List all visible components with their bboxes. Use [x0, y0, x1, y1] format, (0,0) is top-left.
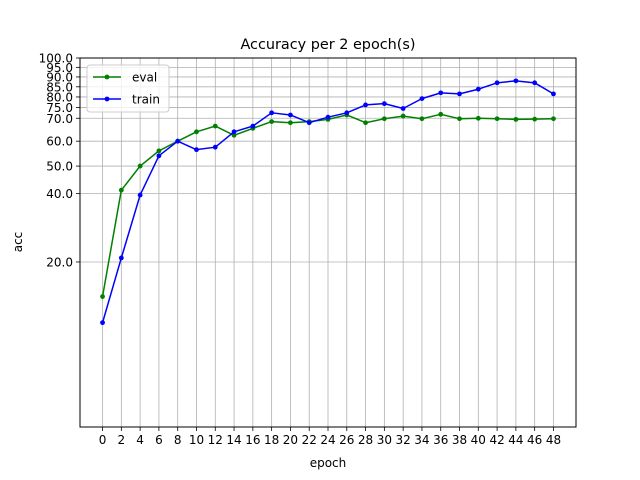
x-tick-label: 28 [358, 433, 373, 447]
x-tick-label: 40 [471, 433, 486, 447]
x-tick-label: 24 [320, 433, 335, 447]
data-point-train [363, 102, 368, 108]
y-tick-label: 85.0 [46, 80, 73, 94]
x-tick-label: 2 [118, 433, 126, 447]
y-tick-label: 60.0 [46, 135, 73, 149]
data-point-train [156, 153, 162, 159]
data-point-train [344, 110, 350, 116]
data-point-train [438, 90, 444, 96]
data-point-train [532, 80, 538, 86]
data-point-train [269, 110, 275, 116]
data-point-train [100, 320, 105, 326]
x-axis-ticks: 0 2 4 6 8 10 12 14 16 18 20 22 24 26 28 30 32 34 36 38 40 42 4… [99, 427, 561, 447]
data-point-train [175, 138, 181, 144]
data-point-train [250, 123, 256, 129]
data-point-train [137, 192, 143, 198]
data-point-eval [494, 116, 500, 122]
x-tick-label: 0 [99, 433, 107, 447]
data-point-train [325, 114, 331, 120]
data-point-eval [400, 113, 406, 119]
data-point-train [194, 147, 199, 153]
data-point-eval [438, 111, 444, 117]
data-point-eval [269, 119, 275, 124]
x-tick-label: 30 [377, 433, 392, 447]
x-tick-label: 44 [508, 433, 523, 447]
data-point-eval [457, 116, 462, 122]
y-tick-label: 40.0 [46, 187, 73, 201]
data-point-eval [288, 120, 293, 126]
x-tick-label: 16 [245, 433, 260, 447]
legend: eval train [86, 64, 170, 113]
legend-swatch-marker [104, 74, 110, 80]
y-axis-ticks: 20.0 40.0 50.0 60.0 70.075.080.085.090.095.0… [39, 52, 80, 269]
data-point-train [494, 80, 500, 86]
legend-label: train [132, 93, 160, 107]
x-tick-label: 20 [283, 433, 298, 447]
data-point-train [457, 91, 462, 97]
data-point-eval [475, 115, 481, 121]
data-point-eval [419, 116, 425, 122]
x-tick-label: 26 [339, 433, 354, 447]
y-tick-label: 50.0 [46, 160, 73, 174]
data-point-train [231, 129, 237, 135]
y-tick-label: 90.0 [46, 70, 73, 84]
y-tick-label: 95.0 [46, 61, 73, 75]
plot-series [100, 78, 556, 326]
legend-item-eval: eval [93, 71, 157, 85]
legend-label: eval [132, 71, 157, 85]
data-point-eval [532, 116, 538, 122]
x-tick-label: 36 [433, 433, 448, 447]
data-point-eval [551, 116, 556, 122]
x-tick-label: 14 [226, 433, 241, 447]
x-tick-label: 8 [174, 433, 182, 447]
x-tick-label: 22 [302, 433, 317, 447]
data-point-eval [212, 123, 218, 129]
y-tick-label: 75.0 [46, 101, 73, 115]
data-point-eval [137, 163, 143, 169]
data-point-train [288, 112, 293, 118]
chart-title: Accuracy per 2 epoch(s) [240, 37, 415, 53]
grid [80, 57, 576, 427]
x-tick-label: 32 [396, 433, 411, 447]
data-point-train [381, 101, 387, 107]
data-point-train [475, 86, 481, 92]
data-point-eval [231, 132, 237, 138]
data-point-eval [156, 148, 162, 154]
x-tick-label: 12 [208, 433, 223, 447]
data-point-eval [118, 187, 124, 193]
data-point-eval [381, 116, 387, 122]
y-tick-label: 20.0 [46, 255, 73, 269]
x-tick-label: 34 [414, 433, 429, 447]
x-tick-label: 42 [489, 433, 504, 447]
data-point-train [551, 91, 556, 97]
legend-swatch-marker [104, 96, 110, 102]
y-tick-label: 80.0 [46, 90, 73, 104]
x-tick-label: 46 [527, 433, 542, 447]
data-point-train [306, 120, 312, 126]
y-tick-label: 70.0 [46, 112, 73, 126]
x-tick-label: 4 [136, 433, 144, 447]
x-tick-label: 48 [546, 433, 561, 447]
data-point-eval [194, 129, 199, 135]
series-train [100, 78, 556, 326]
data-point-train [513, 78, 519, 84]
data-point-eval [363, 120, 368, 126]
legend-item-train: train [93, 93, 160, 107]
x-tick-label: 10 [189, 433, 204, 447]
x-tick-label: 38 [452, 433, 467, 447]
y-axis-label: acc [11, 232, 25, 253]
x-tick-label: 18 [264, 433, 279, 447]
data-point-train [118, 255, 124, 261]
x-axis-label: epoch [310, 456, 347, 470]
data-point-train [419, 96, 425, 102]
data-point-train [212, 144, 218, 150]
y-tick-label: 100.0 [39, 52, 73, 66]
data-point-train [400, 106, 406, 111]
x-tick-label: 6 [155, 433, 163, 447]
data-point-eval [513, 116, 519, 122]
data-point-eval [100, 294, 105, 299]
